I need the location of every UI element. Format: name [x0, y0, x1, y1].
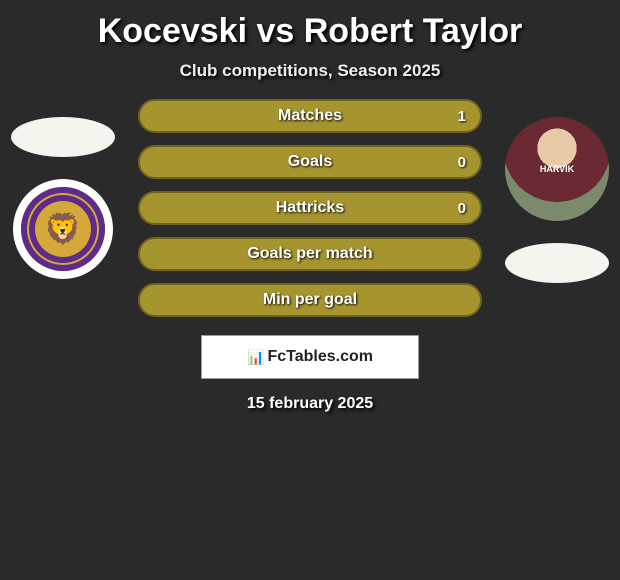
stat-bar-min-per-goal: Min per goal	[138, 283, 482, 317]
page-subtitle: Club competitions, Season 2025	[0, 61, 620, 81]
stat-value-right: 0	[458, 154, 466, 171]
comparison-date: 15 february 2025	[0, 395, 620, 413]
stat-value-right: 0	[458, 200, 466, 217]
shirt-text: HARVIK	[540, 164, 574, 174]
lion-icon: 🦁	[35, 201, 91, 257]
stat-bar-hattricks: Hattricks 0	[138, 191, 482, 225]
left-player-photo	[11, 117, 115, 157]
fctables-logo: 📊 FcTables.com	[201, 335, 419, 379]
comparison-area: 🦁 HARVIK Matches 1 Goals 0 Hattricks 0 Goals p…	[0, 99, 620, 413]
right-player-club-badge	[505, 243, 609, 283]
stat-bar-goals: Goals 0	[138, 145, 482, 179]
stat-label: Goals per match	[247, 245, 372, 263]
stat-bar-goals-per-match: Goals per match	[138, 237, 482, 271]
logo-text: FcTables.com	[267, 348, 373, 366]
stat-value-right: 1	[458, 108, 466, 125]
stat-label: Goals	[288, 153, 332, 171]
right-player-column: HARVIK	[502, 117, 612, 283]
chart-icon: 📊	[247, 349, 263, 366]
stat-label: Hattricks	[276, 199, 344, 217]
right-player-photo: HARVIK	[505, 117, 609, 221]
left-player-club-badge: 🦁	[13, 179, 113, 279]
stat-bars: Matches 1 Goals 0 Hattricks 0 Goals per match M…	[138, 99, 482, 317]
left-player-column: 🦁	[8, 117, 118, 279]
page-title: Kocevski vs Robert Taylor	[0, 0, 620, 51]
stat-bar-matches: Matches 1	[138, 99, 482, 133]
stat-label: Matches	[278, 107, 342, 125]
stat-label: Min per goal	[263, 291, 357, 309]
